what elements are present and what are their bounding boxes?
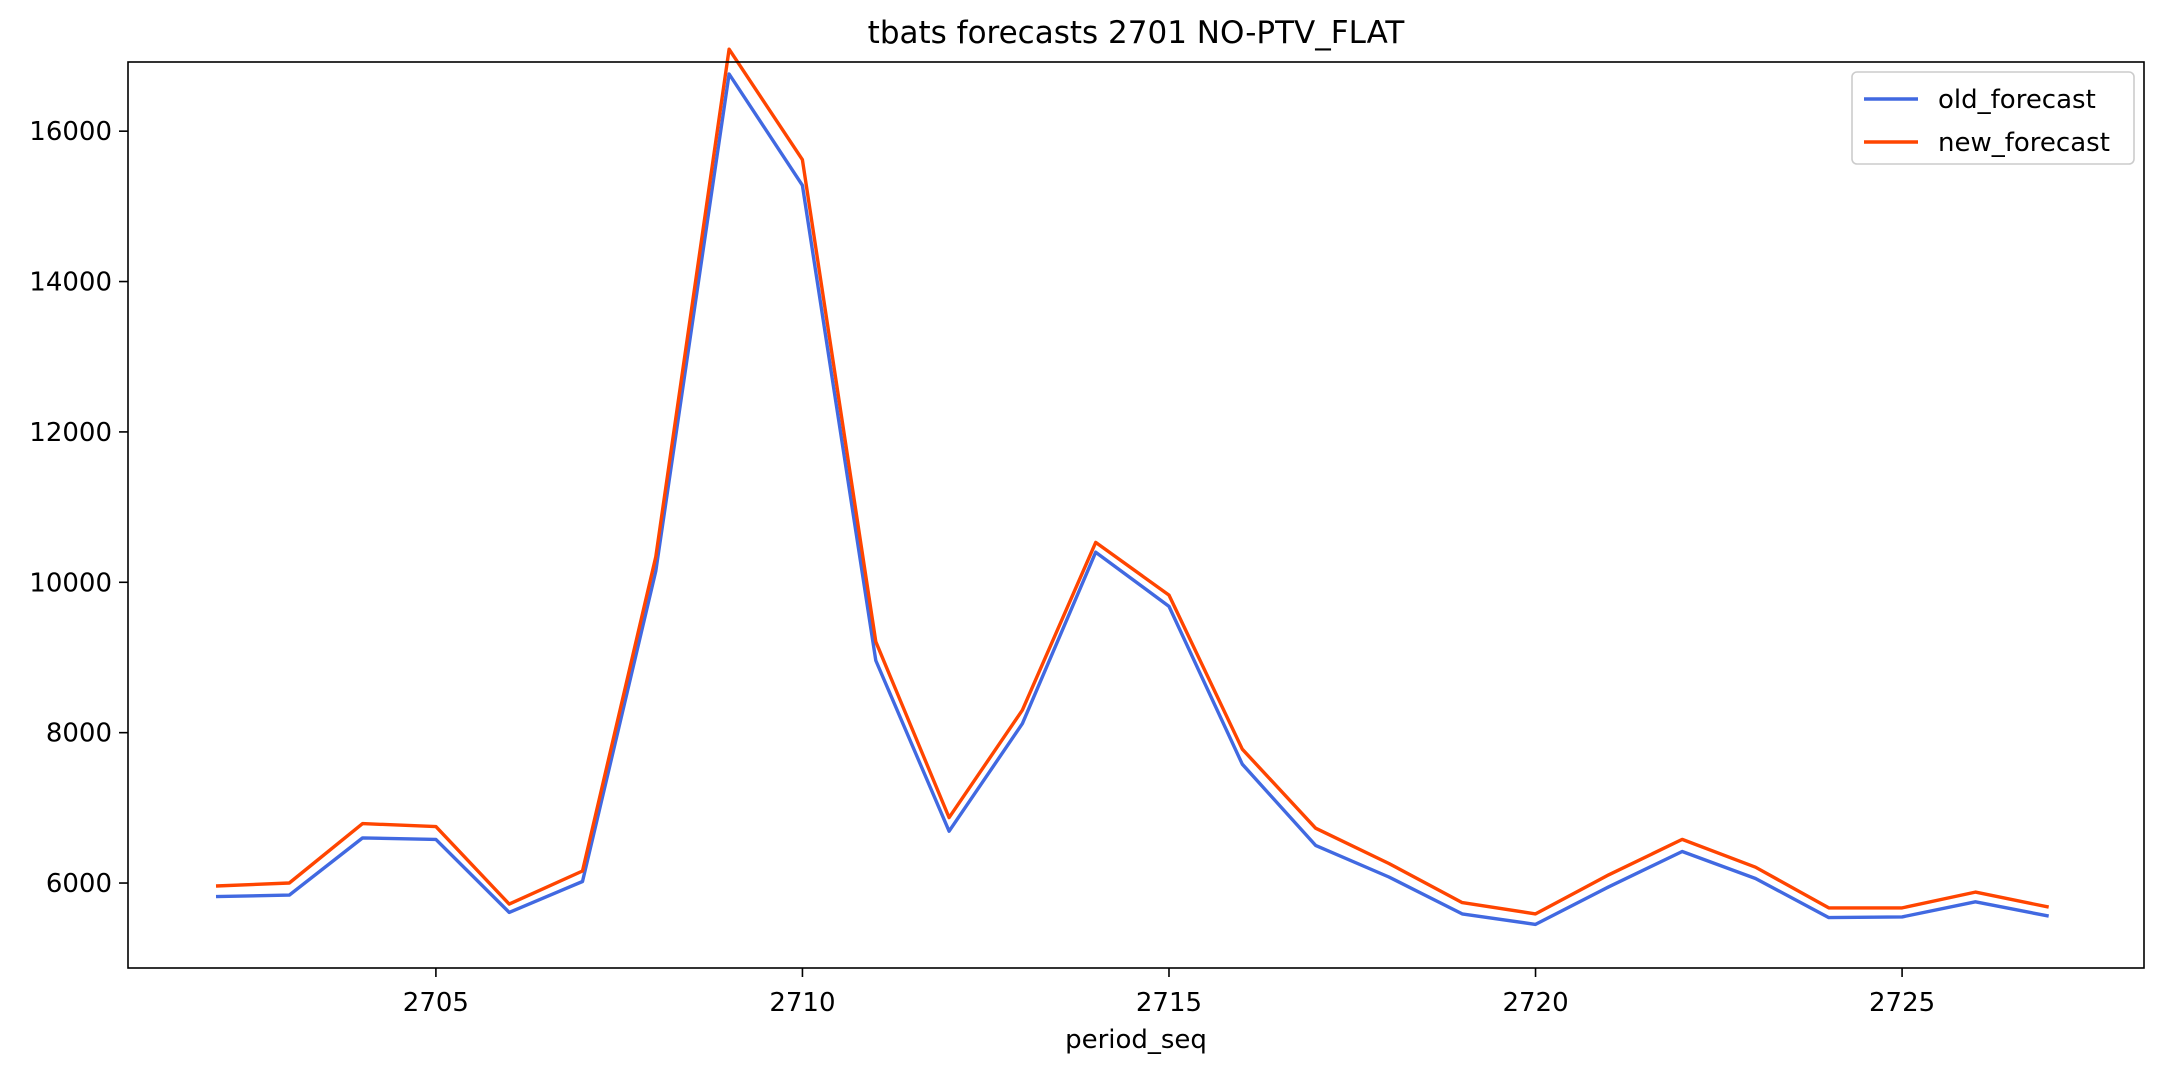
y-tick-label: 16000 <box>29 117 112 147</box>
x-tick-label: 2710 <box>769 988 835 1018</box>
chart-title: tbats forecasts 2701 NO-PTV_FLAT <box>868 15 1406 51</box>
y-tick-label: 14000 <box>29 268 112 298</box>
y-tick-label: 12000 <box>29 418 112 448</box>
series-line-new-forecast <box>215 47 2050 916</box>
y-tick-label: 6000 <box>46 869 112 899</box>
legend-label: old_forecast <box>1938 85 2096 115</box>
x-tick-label: 2725 <box>1869 988 1935 1018</box>
y-tick-label: 8000 <box>46 719 112 749</box>
series-line-old-forecast <box>215 72 2050 927</box>
series-layer <box>215 47 2050 927</box>
x-tick-label: 2705 <box>403 988 469 1018</box>
legend-label: new_forecast <box>1938 128 2110 158</box>
x-axis-label: period_seq <box>1065 1025 1207 1055</box>
x-axis: 2705 2710 2715 2720 2725 <box>403 968 1935 1018</box>
x-tick-label: 2715 <box>1136 988 1202 1018</box>
y-axis: 6000 8000 10000 12000 14000 16000 <box>29 117 128 899</box>
y-tick-label: 10000 <box>29 568 112 598</box>
legend: old_forecast new_forecast <box>1851 71 2135 165</box>
x-tick-label: 2720 <box>1502 988 1568 1018</box>
plot-frame <box>127 61 2145 969</box>
legend-box <box>1851 71 2135 165</box>
